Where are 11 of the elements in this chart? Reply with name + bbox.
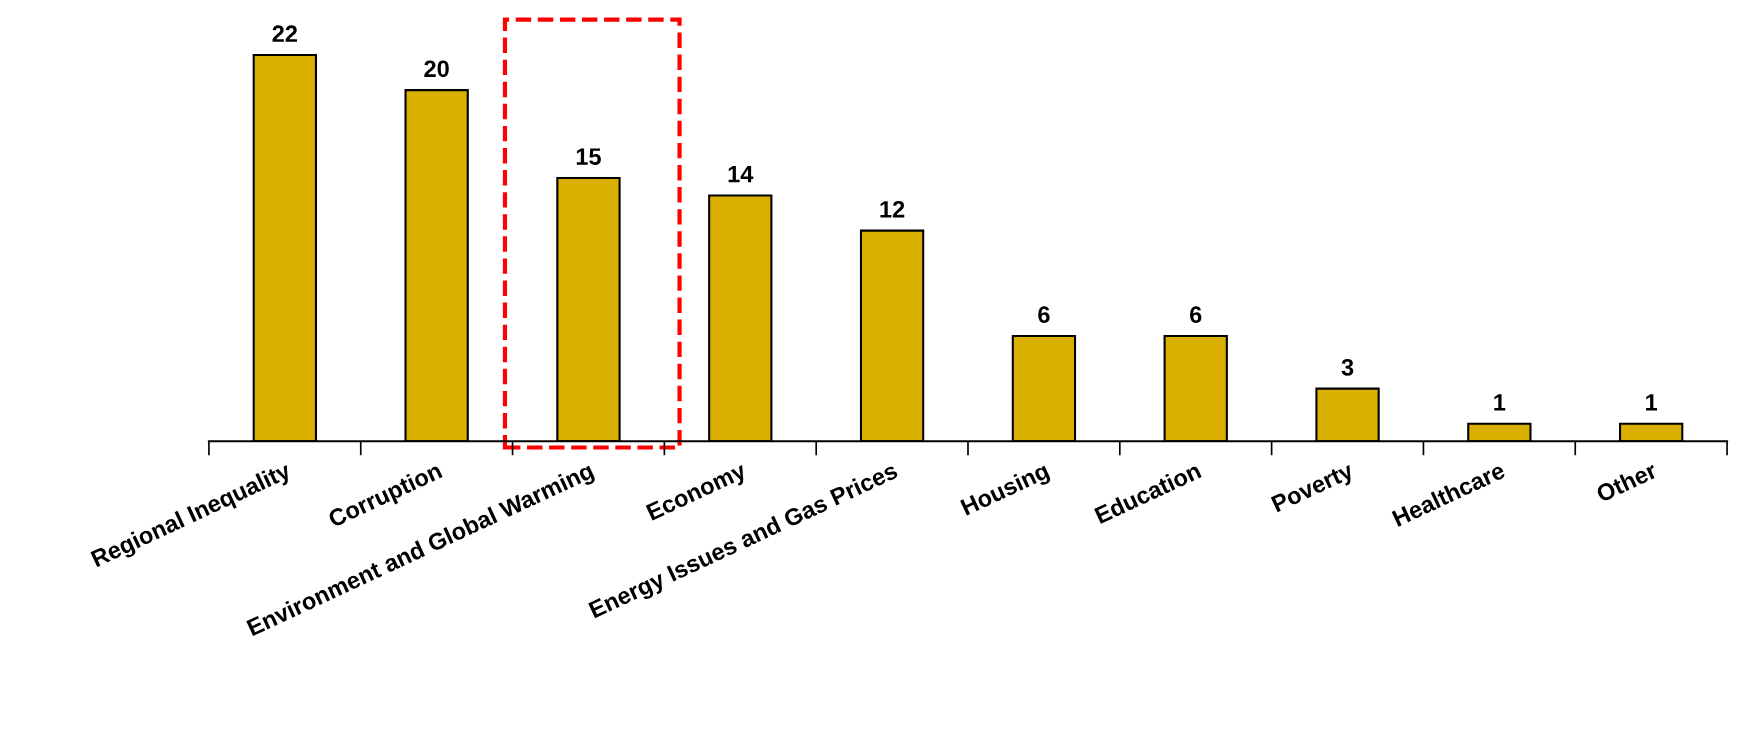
data-label: 20 <box>424 60 449 78</box>
data-label: 15 <box>576 148 601 165</box>
data-label: 1 <box>1494 394 1506 411</box>
data-label: 22 <box>272 25 298 42</box>
data-label: 6 <box>1038 306 1050 323</box>
data-label: 1 <box>1646 394 1658 411</box>
data-label: 3 <box>1341 358 1354 376</box>
data-label: 12 <box>880 200 905 218</box>
data-label: 14 <box>728 166 754 183</box>
data-label: 6 <box>1190 306 1202 323</box>
x-tick-label: Other <box>1594 460 1659 503</box>
